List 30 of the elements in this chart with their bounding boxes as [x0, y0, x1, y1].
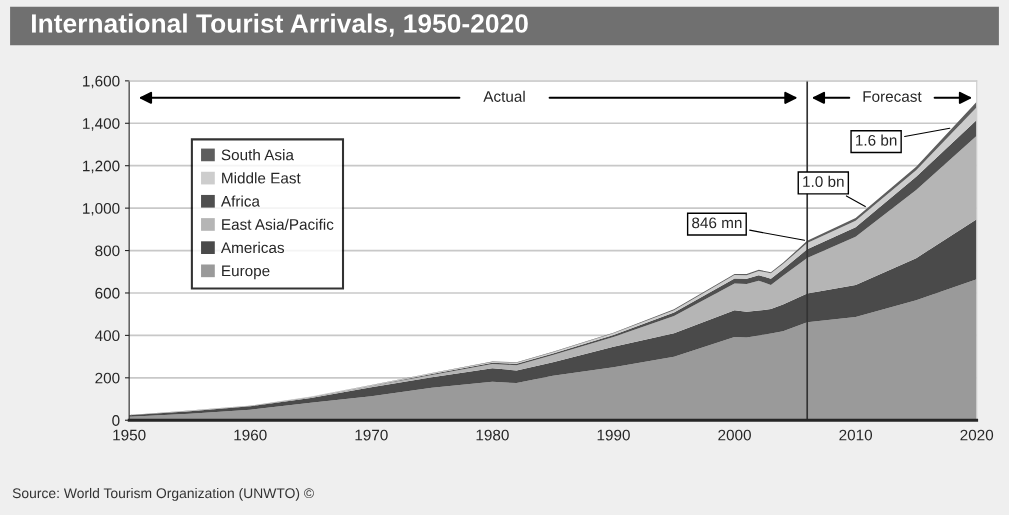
x-tick-label: 2020: [960, 429, 994, 441]
annotation: 846 mn: [692, 217, 742, 229]
legend-label: Middle East: [222, 172, 301, 184]
legend-label: East Asia/Pacific: [222, 218, 334, 230]
legend-label: Europe: [222, 265, 270, 280]
y-tick-label: 400: [94, 330, 120, 342]
y-tick-label: 0: [112, 415, 120, 426]
annotation: Forecast: [863, 91, 922, 102]
y-tick-label: 1,200: [83, 160, 120, 174]
y-tick-label: 200: [95, 372, 120, 384]
legend-label: South Asia: [221, 149, 294, 161]
legend-label: Africa: [220, 195, 260, 207]
annotation: 1.0 bn: [803, 175, 844, 188]
legend-label: Americas: [220, 241, 285, 254]
y-tick-label: 1,600: [83, 75, 120, 89]
y-tick-label: 1,000: [83, 202, 120, 216]
annotation: Actual: [483, 90, 525, 102]
annotation: 1.6 bn: [856, 134, 897, 146]
x-tick-label: 1960: [234, 429, 267, 441]
x-tick-label: 2000: [718, 429, 751, 441]
x-tick-label: 1950: [113, 429, 146, 441]
y-tick-label: 600: [95, 287, 120, 299]
x-tick-label: 1980: [476, 429, 509, 441]
x-tick-label: 1990: [597, 429, 630, 441]
y-tick-label: 800: [95, 245, 120, 257]
x-tick-label: 2010: [839, 429, 873, 441]
y-tick-label: 1,400: [83, 118, 120, 131]
x-tick-label: 1970: [355, 429, 388, 441]
source-note: Source: World Tourism Organization (UNWTO) ©: [12, 487, 314, 501]
chart-title: International Tourist Arrivals, 1950-2020: [32, 13, 528, 37]
